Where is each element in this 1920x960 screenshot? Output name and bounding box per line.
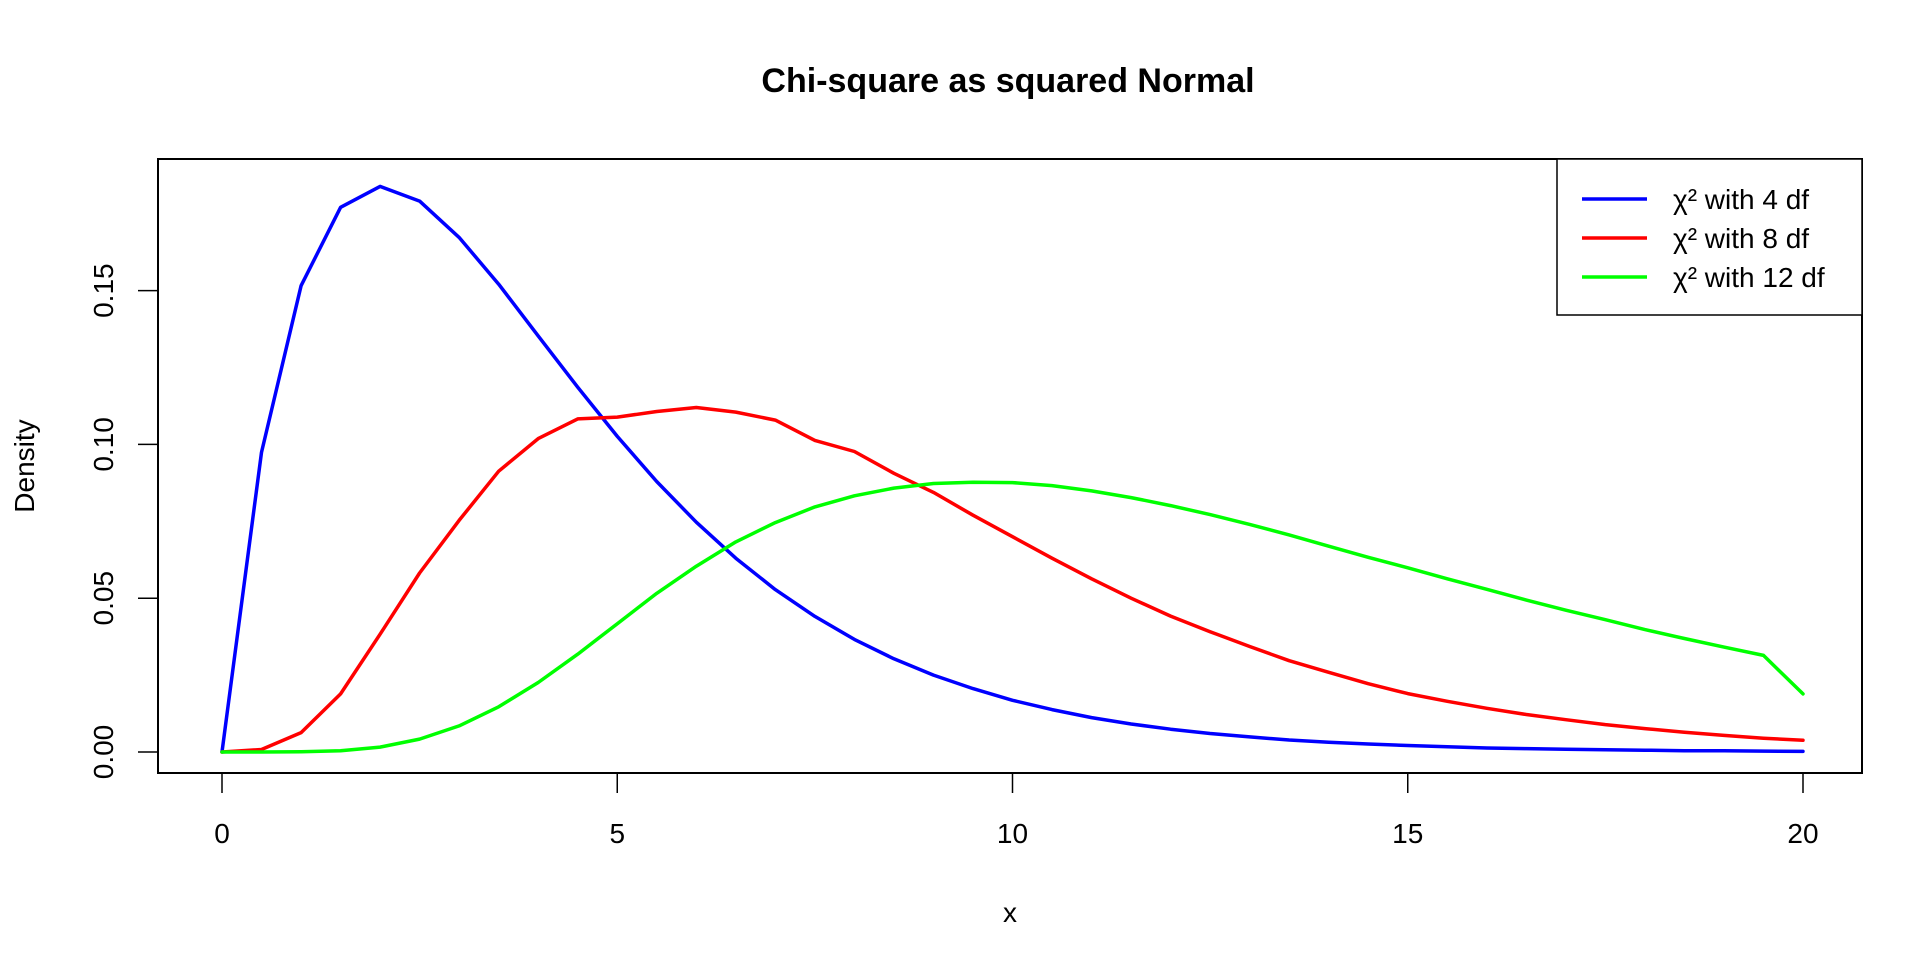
legend: χ² with 4 df χ² with 8 df χ² with 12 df: [1556, 158, 1863, 316]
y-axis: 0.00 0.05 0.10 0.15: [88, 263, 159, 780]
y-axis-label: Density: [9, 419, 40, 512]
x-tick-label: 20: [1787, 818, 1818, 849]
x-axis: 0 5 10 15 20: [214, 772, 1819, 849]
series-line-3: [220, 480, 1805, 754]
series-line-1: [220, 184, 1805, 754]
x-axis-label: x: [1003, 897, 1017, 928]
y-tick-label: 0.00: [88, 725, 119, 780]
legend-label: χ² with 4 df: [1673, 184, 1809, 215]
y-tick-label: 0.15: [88, 263, 119, 318]
chart-title: Chi-square as squared Normal: [761, 62, 1254, 100]
y-tick-label: 0.05: [88, 571, 119, 626]
legend-label: χ² with 12 df: [1673, 262, 1825, 293]
x-tick-label: 5: [609, 818, 625, 849]
x-tick-label: 15: [1392, 818, 1423, 849]
series-line-2: [220, 405, 1805, 754]
y-tick-label: 0.10: [88, 417, 119, 472]
series-layer: [220, 184, 1805, 754]
legend-label: χ² with 8 df: [1673, 223, 1809, 254]
x-tick-label: 0: [214, 818, 230, 849]
x-tick-label: 10: [997, 818, 1028, 849]
